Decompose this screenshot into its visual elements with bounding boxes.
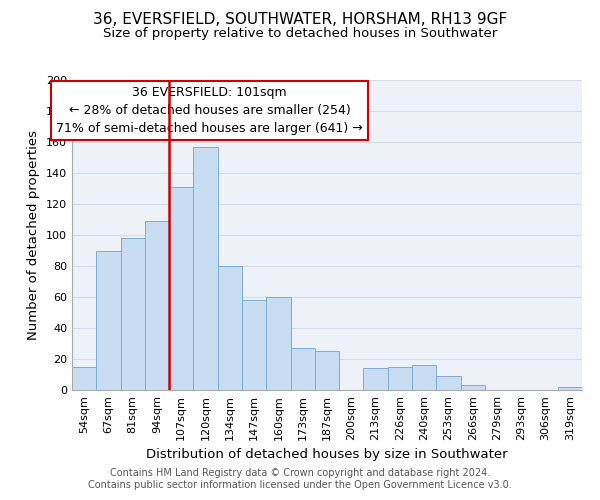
Text: Size of property relative to detached houses in Southwater: Size of property relative to detached ho… (103, 28, 497, 40)
Bar (193, 146, 218, 390)
Bar (72, 367, 96, 390)
Bar (242, 300, 266, 390)
Bar (169, 187, 193, 390)
Bar (412, 365, 436, 390)
Bar (266, 297, 290, 390)
Bar (121, 238, 145, 390)
Text: 36 EVERSFIELD: 101sqm
← 28% of detached houses are smaller (254)
71% of semi-det: 36 EVERSFIELD: 101sqm ← 28% of detached … (56, 86, 363, 135)
Bar (145, 221, 169, 390)
Bar (315, 351, 339, 390)
Bar (290, 348, 315, 390)
Bar (461, 386, 485, 390)
Bar (218, 266, 242, 390)
Text: Contains public sector information licensed under the Open Government Licence v3: Contains public sector information licen… (88, 480, 512, 490)
Y-axis label: Number of detached properties: Number of detached properties (28, 130, 40, 340)
Bar (558, 387, 582, 390)
Text: Contains HM Land Registry data © Crown copyright and database right 2024.: Contains HM Land Registry data © Crown c… (110, 468, 490, 477)
X-axis label: Distribution of detached houses by size in Southwater: Distribution of detached houses by size … (146, 448, 508, 462)
Bar (364, 368, 388, 390)
Bar (388, 367, 412, 390)
Bar (436, 376, 461, 390)
Text: 36, EVERSFIELD, SOUTHWATER, HORSHAM, RH13 9GF: 36, EVERSFIELD, SOUTHWATER, HORSHAM, RH1… (93, 12, 507, 28)
Bar (96, 250, 121, 390)
